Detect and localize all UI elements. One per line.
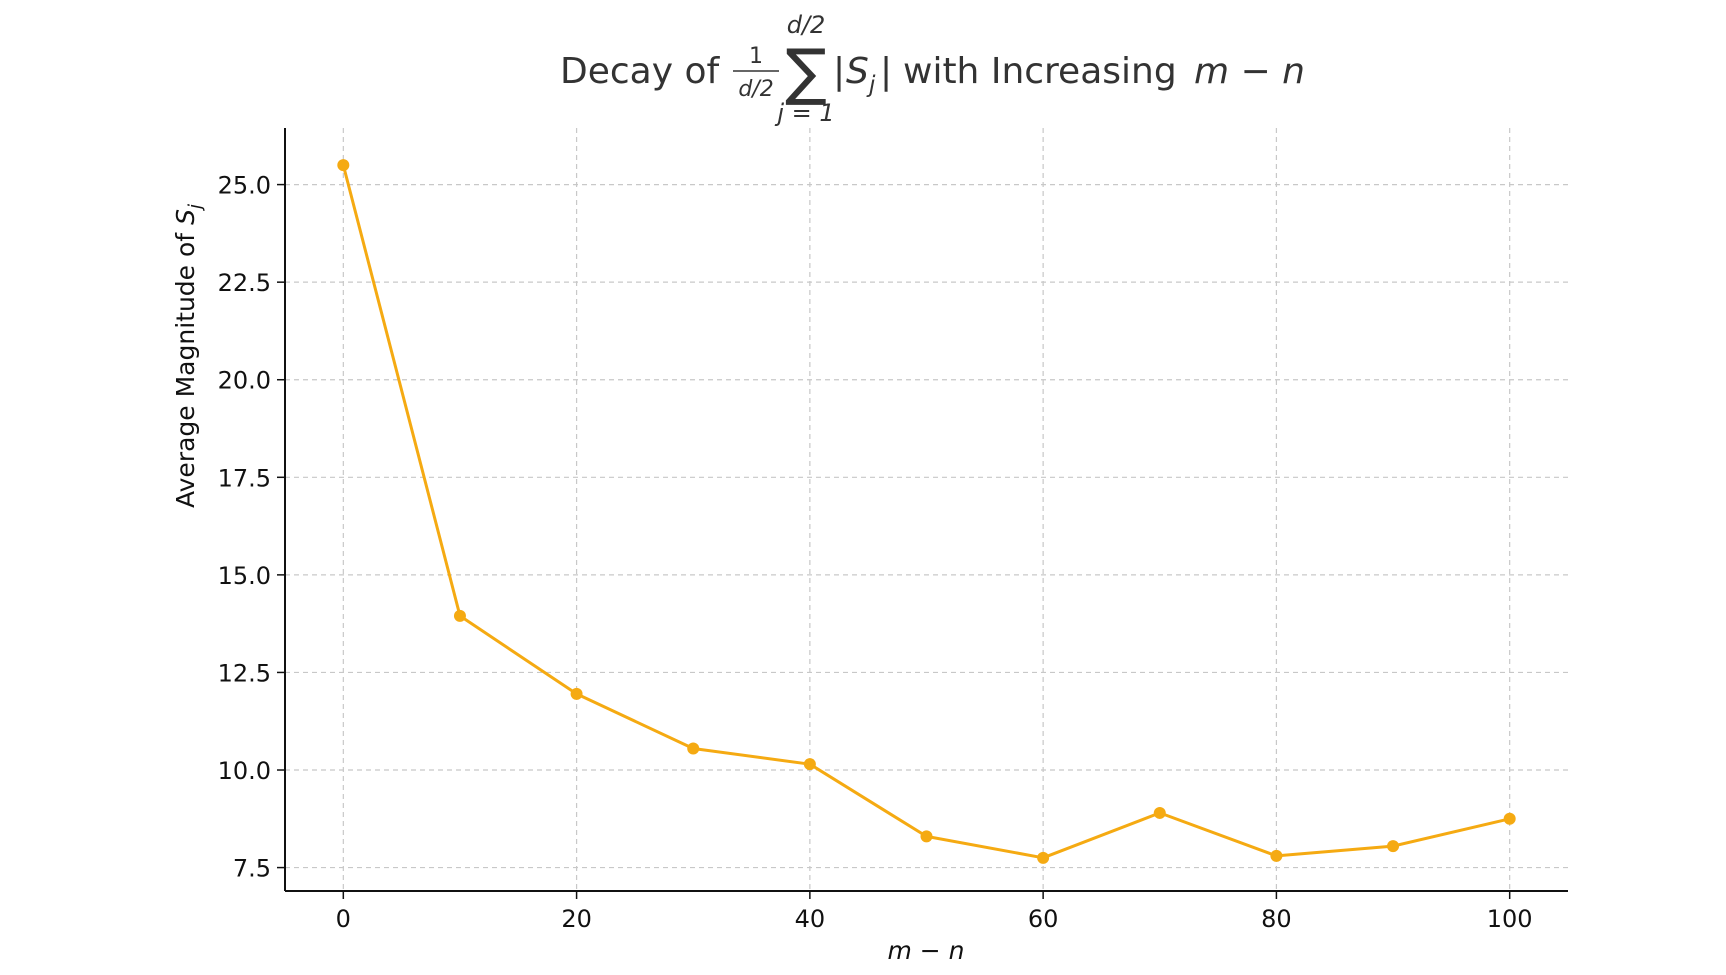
title-prefix: Decay of (560, 51, 720, 92)
series-line (341, 164, 1511, 860)
y-axis-label: Average Magnitude of Sj (171, 204, 206, 508)
y-tick-label: 20.0 (218, 367, 271, 395)
y-tick-label: 17.5 (218, 464, 271, 492)
y-tick-label: 10.0 (218, 757, 271, 785)
data-point-marker (803, 758, 816, 771)
title-abs-subscript: j (866, 72, 876, 98)
y-tick-label: 25.0 (218, 172, 271, 200)
title-abs-close: | (880, 51, 892, 92)
x-axis-ticks: 0 20 40 60 80 100 (336, 891, 1533, 933)
y-axis-ticks: 7.5 10.0 12.5 15.0 17.5 20.0 22.5 25.0 (218, 172, 285, 883)
title-math-tail: m − n (1194, 51, 1305, 92)
axes-spines (284, 128, 1568, 892)
y-tick-label: 12.5 (218, 659, 271, 687)
y-tick-label: 22.5 (218, 269, 271, 297)
data-point-marker (920, 830, 933, 843)
data-point-marker (1037, 851, 1050, 864)
x-axis-label: m − n (887, 936, 964, 965)
y-axis-label-text: Average Magnitude of (171, 232, 200, 508)
x-tick-label: 40 (795, 905, 826, 933)
title-fraction-denominator: d/2 (738, 77, 773, 102)
y-tick-label: 15.0 (218, 562, 271, 590)
data-point-marker (1387, 840, 1400, 853)
title-suffix: with Increasing (903, 51, 1177, 92)
title-sum-lower-limit: j = 1 (774, 99, 834, 127)
x-tick-label: 20 (561, 905, 592, 933)
y-axis-label-subscript: j (185, 204, 206, 212)
data-series (337, 159, 1516, 864)
x-tick-label: 100 (1487, 905, 1533, 933)
data-point-marker (570, 687, 583, 700)
title-abs-open: | (833, 51, 845, 92)
x-tick-label: 60 (1028, 905, 1059, 933)
title-sum-upper-limit: d/2 (787, 11, 826, 39)
data-point-marker (1503, 812, 1516, 825)
title-abs-variable: S (846, 51, 869, 92)
grid-lines (285, 128, 1568, 891)
chart-title: Decay of 1 d/2 d/2 ∑ j = 1 | S j | with … (560, 11, 1305, 127)
x-tick-label: 80 (1261, 905, 1292, 933)
data-point-marker (453, 609, 466, 622)
title-fraction-numerator: 1 (749, 44, 763, 69)
data-point-marker (687, 742, 700, 755)
data-point-marker (337, 159, 350, 172)
x-tick-label: 0 (336, 905, 351, 933)
y-axis-label-variable: S (171, 209, 200, 225)
data-point-marker (1270, 849, 1283, 862)
y-tick-label: 7.5 (233, 855, 271, 883)
data-point-marker (1153, 806, 1166, 819)
title-sum-symbol: ∑ (785, 35, 827, 108)
